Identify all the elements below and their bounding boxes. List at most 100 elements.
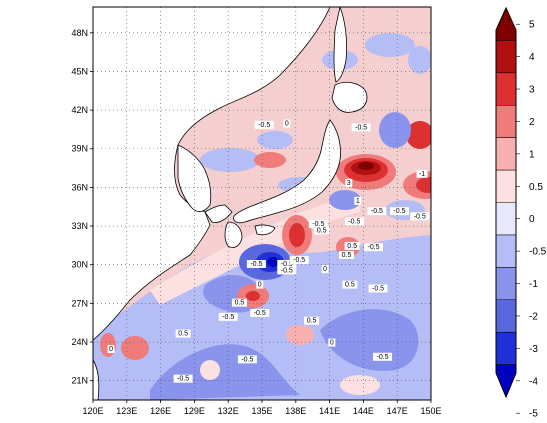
lat-tick-label: 42N [71,105,88,115]
contour-label-bg [314,226,330,235]
colorbar-swatch [496,299,516,333]
contour-label-bg [218,312,238,321]
contour-label-bg [345,178,353,187]
contour-label: -0.5 [281,267,293,274]
negative-anomaly-core [267,257,279,267]
contour-label: 0.5 [235,300,245,307]
land-korea-peninsula [177,144,212,212]
land-japan-honshu [233,119,341,224]
contour-label: -0.5 [250,261,262,268]
contour-label-bg [344,241,360,250]
lon-tick-label: 150E [420,406,441,416]
contour-label: 0.5 [178,331,188,338]
colorbar-label: -4 [529,376,538,387]
lon-tick-label: 147E [387,406,408,416]
lon-tick-label: 138E [285,406,306,416]
contour-label: 3 [347,180,351,187]
land-asia-continent [93,7,331,341]
colorbar-swatch [496,332,516,366]
contour-label-bg [304,316,320,325]
contour-label-bg [107,345,115,354]
contour-label-bg [254,120,274,129]
colorbar-label: 0 [529,214,535,225]
contour-label-bg [277,259,297,268]
contour-label: -0.5 [241,356,253,363]
contour-label: -0.5 [393,208,405,215]
positive-anomaly-core [200,360,220,380]
positive-anomaly-core [358,162,374,170]
colorbar-label: 1 [529,149,535,160]
contour-label: -0.5 [312,221,324,228]
colorbar-swatch [496,105,516,139]
negative-anomaly-region [408,46,431,74]
contour-label-bg [367,207,387,216]
negative-anomaly-region [257,131,293,149]
contour-label-bg [246,259,266,268]
colorbar-label: 5 [529,20,535,31]
positive-anomaly-core [254,152,286,168]
colorbar-label: -5 [529,409,538,420]
contour-label: -0.5 [348,218,360,225]
lat-tick-label: 27N [71,298,88,308]
colorbar-label: 0.5 [529,182,543,193]
contour-label-bg [342,280,358,289]
contour-label-bg [175,329,191,338]
contour-label-bg [231,298,247,307]
positive-anomaly-core [406,121,431,149]
negative-anomaly-region [329,190,361,210]
lat-tick-label: 36N [71,182,88,192]
contour-label: 0 [109,346,113,353]
contour-label-bg [289,256,309,265]
contour-label: -0.5 [371,208,383,215]
contour-label: 0.5 [347,243,357,250]
negative-anomaly-region [150,344,300,400]
latitude-axis: 21N 24N 27N 30N 33N 36N 39N 42N 45N 48N [71,28,93,386]
lat-tick-label: 24N [71,337,88,347]
colorbar-swatch [496,234,516,268]
negative-anomaly-region [365,33,415,57]
contour-label-bg [339,250,354,259]
contour-label: -0.5 [355,124,367,131]
lat-tick-label: 39N [71,144,88,154]
contour-label-bg [308,220,328,229]
land-sakhalin [333,7,348,83]
contour-label-bg [277,266,297,275]
colorbar-swatch [496,267,516,301]
contour-label: 0 [285,121,289,128]
contour-label: 0.5 [317,227,327,234]
longitude-axis: 120E 123E 126E 129E 132E 135E 138E 141E 144E 147E… [82,400,442,416]
contour-label-bg [344,217,364,226]
positive-anomaly-core [100,333,116,357]
land-japan-shikoku [254,224,276,236]
colorbar-label: -3 [529,344,538,355]
contour-label-bg [250,308,270,317]
lon-tick-label: 129E [184,406,205,416]
colorbar-label: -2 [529,311,538,322]
contour-label: 1 [356,198,360,205]
contour-label: -0.5 [254,310,266,317]
contour-label-bg [368,284,388,293]
contour-label: -0.5 [372,285,384,292]
contour-label: -0.5 [281,261,293,268]
contour-label: -0.5 [177,376,189,383]
contour-label-bg [389,207,409,216]
contour-label-bg [373,352,393,361]
contour-label: -0.5 [368,244,380,251]
contour-label-bg [283,119,291,128]
contour-label: 0.5 [345,282,355,289]
positive-anomaly-core [416,177,431,193]
lat-tick-label: 33N [71,221,88,231]
colorbar-outline [495,6,517,399]
contour-label: 0 [258,282,262,289]
contour-label-bg [321,265,329,274]
negative-anomaly-region [379,112,411,148]
contour-label-bg [237,355,257,364]
positive-anomaly-core [289,223,305,247]
negative-anomaly-region [320,309,419,371]
contour-label: 0.5 [342,252,352,259]
lat-tick-label: 48N [71,28,88,38]
colorbar-label: 3 [529,85,535,96]
contour-label: -0.5 [414,213,426,220]
positive-anomaly-core [121,336,149,360]
